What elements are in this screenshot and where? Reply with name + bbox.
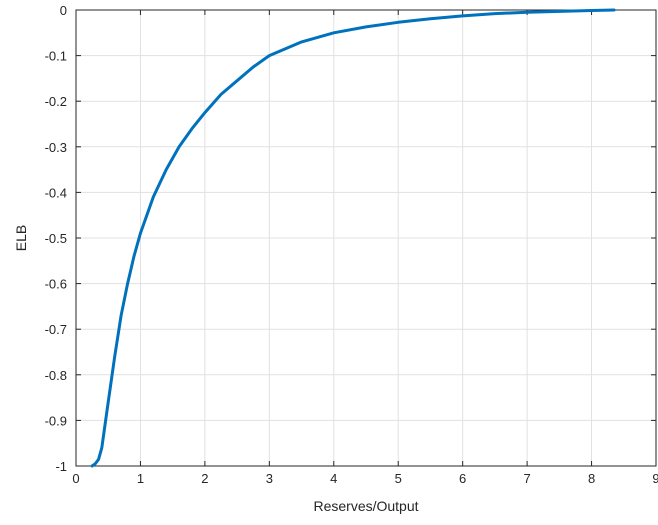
- x-tick-label: 3: [266, 471, 273, 486]
- y-axis-label: ELB: [13, 225, 29, 251]
- y-tick-label: -0.7: [45, 322, 67, 337]
- x-axis-label: Reserves/Output: [313, 498, 418, 514]
- tick-labels: 0 1 2 3 4 5 6 7 8 9 0 -0.1 -0.2 -0.3 -0.4 -0.5 -0.6 -0.7 -…: [45, 3, 658, 486]
- x-tick-label: 5: [395, 471, 402, 486]
- y-tick-label: -1: [55, 459, 67, 474]
- y-tick-label: -0.9: [45, 413, 67, 428]
- y-tick-label: 0: [60, 3, 67, 18]
- y-tick-label: -0.6: [45, 277, 67, 292]
- x-tick-label: 2: [201, 471, 208, 486]
- y-tick-label: -0.1: [45, 49, 67, 64]
- x-tick-label: 4: [330, 471, 337, 486]
- series: [90, 8, 616, 468]
- x-tick-label: 0: [72, 471, 79, 486]
- x-tick-label: 1: [137, 471, 144, 486]
- x-tick-label: 6: [459, 471, 466, 486]
- x-tick-label: 9: [652, 471, 658, 486]
- x-tick-label: 7: [523, 471, 530, 486]
- y-tick-label: -0.4: [45, 185, 67, 200]
- y-tick-label: -0.3: [45, 140, 67, 155]
- series-line: [90, 8, 616, 468]
- x-tick-label: 8: [588, 471, 595, 486]
- y-tick-label: -0.2: [45, 94, 67, 109]
- y-tick-label: -0.8: [45, 368, 67, 383]
- y-tick-label: -0.5: [45, 231, 67, 246]
